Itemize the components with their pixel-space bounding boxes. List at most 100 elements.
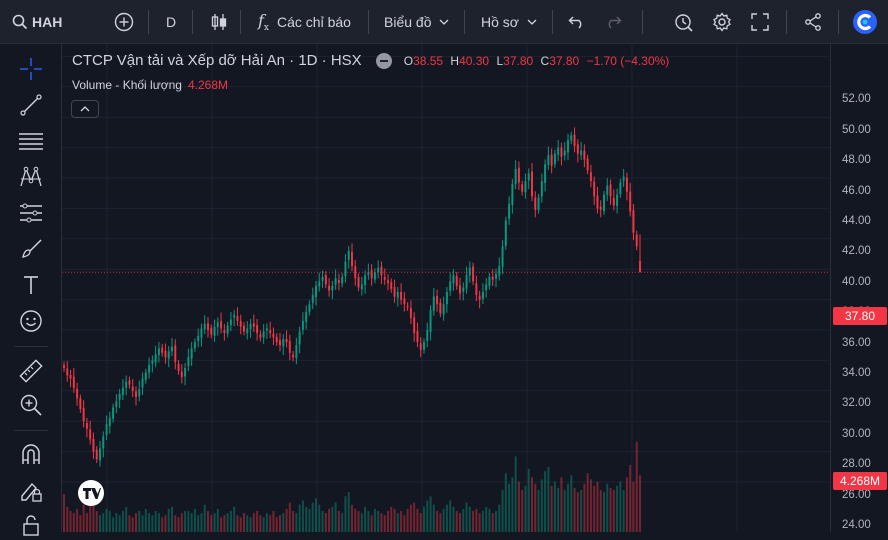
volume-bar: [387, 511, 389, 532]
brand-logo-button[interactable]: [852, 0, 878, 44]
price-chart[interactable]: [62, 44, 830, 532]
candle-body: [138, 389, 141, 397]
volume-label[interactable]: Volume - Khối lượng: [72, 78, 182, 92]
brush-tool-button[interactable]: [16, 234, 46, 264]
volume-bar: [357, 511, 360, 532]
hide-legend-button[interactable]: [375, 52, 392, 69]
top-toolbar: HAH D fx Các chỉ báo Biểu đồ Hồ sơ: [0, 0, 888, 44]
candle-body: [406, 305, 409, 308]
candle-body: [308, 304, 311, 312]
volume-bar: [190, 513, 193, 532]
candle-body: [423, 342, 425, 350]
trend-line-tool-button[interactable]: [16, 90, 46, 120]
volume-bar: [72, 513, 75, 532]
share-button[interactable]: [803, 0, 823, 44]
profile-menu[interactable]: Hồ sơ: [481, 0, 537, 44]
volume-bar: [449, 500, 452, 532]
indicators-button[interactable]: fx Các chỉ báo: [258, 0, 351, 44]
volume-bar: [514, 456, 517, 532]
volume-bar: [609, 487, 612, 532]
volume-bar: [334, 502, 337, 532]
crosshair-tool-button[interactable]: [16, 54, 46, 84]
volume-bar: [619, 481, 622, 532]
candle-body: [409, 307, 412, 318]
volume-bar: [403, 515, 406, 532]
volume-bar: [236, 515, 239, 532]
candle-body: [108, 418, 111, 427]
volume-bar: [99, 515, 101, 532]
icon-tool-button[interactable]: [16, 306, 46, 336]
tradingview-logo: [78, 480, 104, 506]
volume-bar: [635, 441, 638, 532]
pattern-tool-button[interactable]: [16, 162, 46, 192]
brand-logo-icon: [853, 10, 877, 34]
compare-symbol-button[interactable]: [114, 0, 134, 44]
fib-tool-button[interactable]: [16, 126, 46, 156]
minus-icon: [379, 59, 388, 62]
text-tool-button[interactable]: [16, 270, 46, 300]
volume-bar: [481, 511, 484, 532]
candle-body: [419, 343, 422, 350]
price-tick-label: 36.00: [842, 336, 871, 349]
candle-body: [82, 407, 85, 422]
volume-bar: [504, 473, 507, 532]
settings-button[interactable]: [712, 0, 732, 44]
candle-body: [416, 331, 419, 343]
toolbar-divider: [786, 10, 787, 34]
volume-bar: [341, 513, 344, 532]
candle-body: [462, 287, 465, 292]
candle-body: [223, 330, 226, 334]
volume-bar: [396, 513, 399, 532]
alert-button[interactable]: [674, 0, 694, 44]
symbol-title[interactable]: CTCP Vận tải và Xếp dỡ Hải An · 1D · HSX: [72, 52, 362, 69]
candle-body: [593, 181, 596, 197]
volume-bar: [174, 515, 177, 532]
volume-bar: [108, 511, 111, 532]
candle-body: [344, 261, 347, 277]
candle-body: [478, 295, 481, 300]
volume-bar: [308, 508, 311, 532]
measure-tool-button[interactable]: [16, 356, 46, 386]
volume-bar: [164, 515, 167, 532]
magnet-tool-button[interactable]: [16, 440, 46, 470]
volume-bar: [288, 502, 291, 532]
volume-bar: [233, 506, 236, 532]
candle-body: [449, 281, 452, 291]
price-axis[interactable]: 52.0050.0048.0046.0044.0042.0040.0038.00…: [830, 44, 888, 532]
volume-bar: [501, 490, 504, 532]
undo-button[interactable]: [568, 0, 586, 44]
volume-bar: [151, 515, 154, 532]
symbol-search-button[interactable]: HAH: [12, 0, 62, 44]
candle-body: [403, 298, 406, 305]
volume-bar: [508, 483, 511, 532]
chevron-down-icon: [440, 19, 449, 25]
candle-body: [603, 194, 605, 212]
candle-body: [557, 147, 560, 155]
candle-body: [400, 292, 403, 300]
volume-bar: [540, 479, 543, 532]
drawing-mode-button[interactable]: [16, 476, 46, 506]
collapse-legend-button[interactable]: [71, 100, 99, 118]
projection-tool-button[interactable]: [16, 198, 46, 228]
candle-body: [540, 181, 543, 197]
zoom-tool-button[interactable]: [16, 390, 46, 420]
chart-type-menu[interactable]: Biểu đồ: [384, 0, 449, 44]
candle-body: [85, 423, 88, 429]
candle-body: [635, 234, 638, 247]
candle-body: [576, 144, 579, 154]
candle-body: [305, 311, 308, 323]
chart-style-button[interactable]: [210, 0, 228, 44]
candle-body: [429, 310, 432, 332]
volume-bar: [426, 500, 429, 532]
interval-button[interactable]: D: [166, 0, 176, 44]
fullscreen-button[interactable]: [751, 0, 769, 44]
volume-bar: [292, 511, 295, 532]
volume-bar: [256, 511, 259, 532]
candle-body: [167, 351, 170, 359]
candle-body: [580, 150, 583, 155]
redo-button[interactable]: [604, 0, 622, 44]
volume-bar: [632, 481, 635, 532]
volume-bar: [455, 511, 458, 532]
lock-drawings-button[interactable]: [16, 510, 46, 540]
candle-body: [190, 348, 193, 359]
